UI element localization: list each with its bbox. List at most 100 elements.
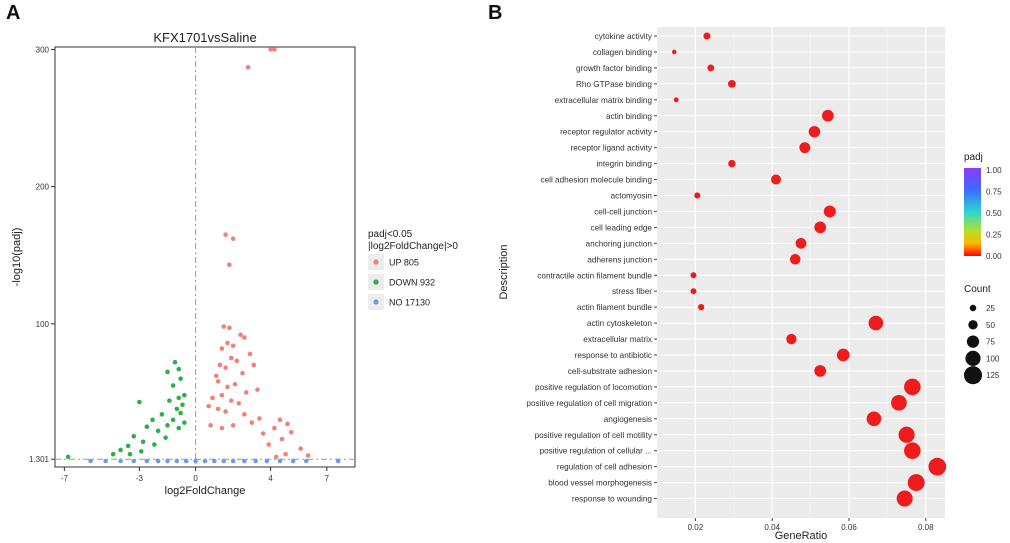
up-point <box>225 340 230 346</box>
up-point <box>236 401 242 406</box>
up-point <box>210 395 215 401</box>
x-axis-label: GeneRatio <box>775 530 828 542</box>
y-axis-label: Description <box>498 244 510 299</box>
up-point <box>260 431 266 436</box>
term-label: positive regulation of cell motility <box>535 431 653 440</box>
up-point <box>227 262 232 268</box>
no-change-point <box>253 458 258 464</box>
y-axis-label: -log10(padj) <box>11 228 23 287</box>
term-label: stress fiber <box>612 287 652 296</box>
no-change-point <box>118 458 123 464</box>
up-point <box>223 365 228 371</box>
down-point <box>138 449 144 454</box>
down-point <box>170 417 176 423</box>
up-point <box>221 324 227 329</box>
x-tick-label: 0.08 <box>918 523 934 532</box>
term-dot <box>728 159 736 168</box>
up-point <box>279 436 285 442</box>
term-dot <box>698 304 705 311</box>
size-legend-dot <box>963 366 983 385</box>
term-label: positive regulation of cell migration <box>526 399 652 408</box>
color-legend-tick: 0.25 <box>986 231 1002 240</box>
up-point <box>230 423 236 428</box>
up-point <box>219 392 225 398</box>
no-change-point <box>88 458 93 464</box>
term-label: angiogenesis <box>604 415 652 424</box>
up-point <box>242 335 247 340</box>
no-change-point <box>290 458 296 464</box>
size-legend-dot <box>965 350 981 366</box>
down-point <box>165 369 170 375</box>
no-change-point <box>131 458 137 464</box>
no-change-point <box>303 458 309 464</box>
down-point <box>152 442 157 447</box>
up-point <box>298 446 303 451</box>
down-point <box>167 398 172 403</box>
up-point <box>277 417 283 423</box>
up-point <box>228 398 234 403</box>
size-legend-dot <box>966 335 980 348</box>
no-change-point <box>174 458 180 464</box>
down-point <box>137 399 142 405</box>
legend-label: UP 805 <box>389 258 419 268</box>
down-point <box>174 406 180 412</box>
up-point <box>238 332 243 338</box>
up-point <box>227 325 232 331</box>
up-point <box>219 425 225 431</box>
down-point <box>176 395 182 401</box>
term-dot <box>907 474 925 492</box>
term-dot <box>703 32 711 40</box>
no-change-point <box>264 458 270 464</box>
up-point <box>230 343 236 349</box>
term-label: adherens junction <box>587 255 652 264</box>
x-tick-label: -7 <box>61 474 69 483</box>
term-dot <box>836 348 850 362</box>
no-change-point <box>230 458 236 464</box>
plot-frame <box>54 46 356 468</box>
up-point <box>208 423 213 428</box>
up-point <box>272 47 277 52</box>
term-dot <box>799 142 811 154</box>
go-enrichment-dotplot: cytokine activity collagen binding growth … <box>498 27 1002 542</box>
term-label: actin filament bundle <box>577 303 653 312</box>
down-point <box>165 423 170 428</box>
x-tick-label: 0.06 <box>841 523 857 532</box>
term-dot <box>786 333 797 345</box>
down-point <box>159 412 165 417</box>
term-dot <box>904 378 921 396</box>
chart-title: KFX1701vsSaline <box>153 30 256 45</box>
up-point <box>268 47 273 52</box>
up-point <box>245 64 251 70</box>
term-label: collagen binding <box>593 48 653 57</box>
up-point <box>240 370 245 376</box>
legend-swatch <box>373 279 379 285</box>
no-change-point <box>193 458 198 464</box>
up-point <box>283 451 288 457</box>
panel-b-label: B <box>488 2 503 24</box>
term-label: receptor regulator activity <box>560 128 653 137</box>
down-point <box>118 447 123 453</box>
term-dot <box>673 97 679 103</box>
term-label: integrin binding <box>596 160 652 169</box>
term-dot <box>795 237 807 249</box>
up-point <box>223 409 228 414</box>
term-label: actin binding <box>606 112 652 121</box>
term-dot <box>814 365 827 377</box>
up-point <box>215 379 221 384</box>
up-point <box>288 429 294 435</box>
down-point <box>176 366 182 372</box>
term-dot <box>928 457 947 476</box>
term-dot <box>727 79 736 88</box>
size-legend-label: 125 <box>986 371 1000 380</box>
term-label: contractile actin filament bundle <box>537 271 652 280</box>
up-point <box>285 421 290 427</box>
size-legend-label: 50 <box>986 321 995 330</box>
term-dot <box>707 64 715 72</box>
term-label: actin cytoskeleton <box>587 319 653 328</box>
term-label: Rho GTPase binding <box>576 80 652 89</box>
term-label: growth factor binding <box>576 64 652 73</box>
no-change-point <box>165 458 170 464</box>
term-dot <box>822 109 834 122</box>
down-point <box>178 410 183 416</box>
size-legend-title: Count <box>964 284 991 295</box>
